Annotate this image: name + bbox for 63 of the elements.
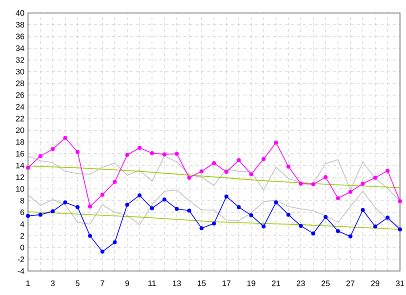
point [125, 202, 130, 207]
point [236, 205, 241, 210]
point [200, 169, 204, 174]
point [162, 197, 166, 202]
point [38, 154, 42, 158]
point [373, 176, 378, 180]
point [174, 152, 179, 156]
point [386, 216, 390, 220]
point [262, 224, 266, 228]
point [125, 152, 130, 157]
point [348, 234, 352, 238]
point [187, 176, 192, 180]
point [162, 152, 166, 156]
point [200, 226, 204, 230]
point [224, 170, 228, 174]
point [274, 140, 278, 145]
point [249, 172, 254, 176]
point [26, 166, 30, 170]
point [138, 146, 142, 150]
point [311, 182, 316, 186]
point [348, 190, 352, 194]
point [324, 215, 328, 220]
point [76, 205, 80, 210]
point [336, 196, 340, 200]
point [100, 250, 104, 254]
point [360, 182, 365, 186]
point [112, 240, 117, 244]
point [38, 212, 42, 217]
point [373, 224, 378, 228]
point [311, 231, 316, 236]
point [50, 209, 55, 214]
point [50, 147, 55, 152]
point [187, 208, 192, 213]
point [150, 206, 154, 210]
point [236, 158, 241, 162]
point [324, 175, 328, 180]
point [63, 136, 68, 140]
point [150, 151, 154, 156]
point [224, 194, 228, 199]
point [298, 182, 303, 186]
point [88, 204, 92, 208]
point [386, 168, 390, 173]
point [274, 200, 278, 204]
point [174, 206, 179, 211]
point [100, 192, 104, 197]
point [286, 164, 290, 169]
point [76, 150, 80, 154]
point [26, 214, 30, 218]
point [249, 213, 254, 218]
point [88, 234, 92, 238]
line-series [28, 211, 400, 230]
point [112, 180, 117, 184]
point [262, 157, 266, 161]
point [336, 229, 340, 234]
point [138, 193, 142, 198]
point [286, 212, 290, 217]
point [360, 208, 365, 212]
point [298, 224, 303, 228]
point [63, 200, 68, 204]
point [212, 222, 216, 226]
point [212, 161, 216, 166]
point [398, 227, 402, 232]
point [398, 199, 402, 204]
